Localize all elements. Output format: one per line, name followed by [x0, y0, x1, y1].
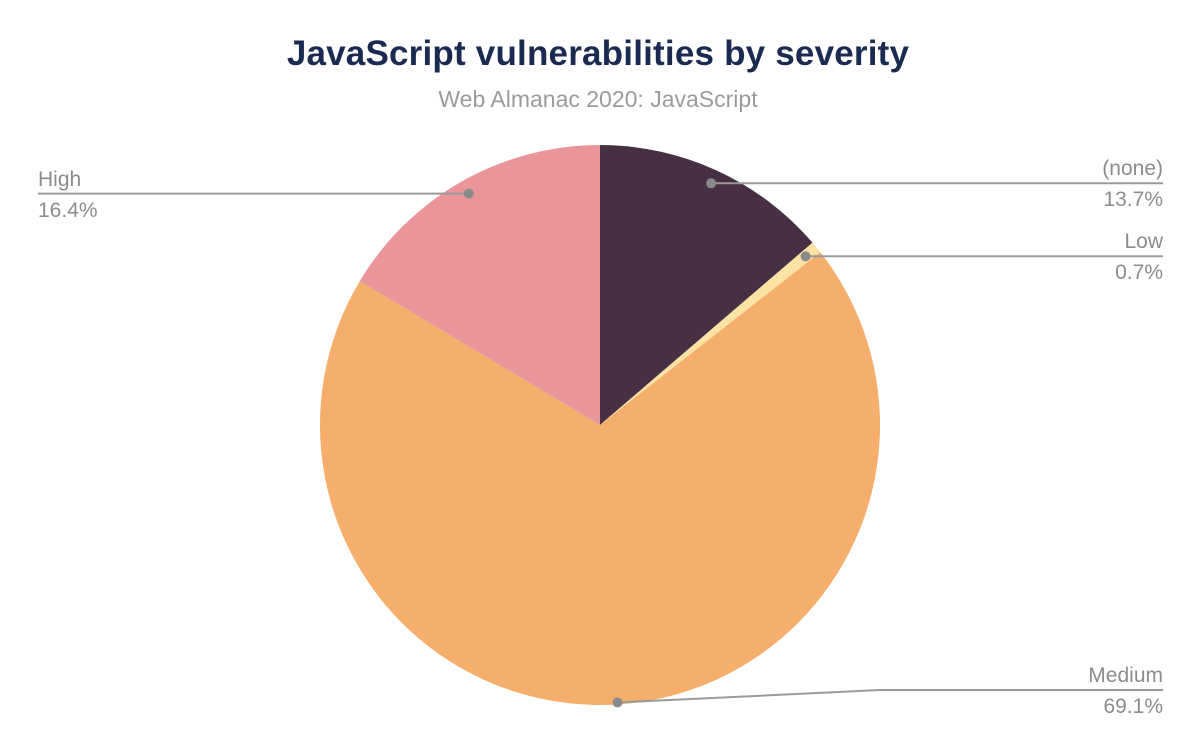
- pie-label-name: Low: [1124, 230, 1163, 253]
- leader-line-medium: [617, 689, 1163, 704]
- pie-label-medium: Medium 69.1%: [1088, 663, 1163, 720]
- pie-label-name: Medium: [1088, 664, 1163, 687]
- leader-dot-medium: [612, 697, 623, 708]
- chart-title: JavaScript vulnerabilities by severity: [286, 34, 910, 73]
- pie-label-value: 13.7%: [1103, 188, 1163, 211]
- leader-dot-high: [463, 188, 474, 199]
- pie-slice-medium[interactable]: [319, 252, 880, 705]
- pie-slice-low[interactable]: [600, 242, 821, 425]
- pie-label-name: High: [38, 168, 82, 191]
- pie-label-name: (none): [1102, 157, 1163, 180]
- chart-subtitle: Web Almanac 2020: JavaScript: [438, 86, 758, 112]
- leader-dot-none: [706, 178, 717, 189]
- leader-dot-low: [800, 251, 811, 262]
- pie-label-value: 16.4%: [38, 199, 98, 222]
- pie-label-low: Low 0.7%: [1115, 229, 1163, 286]
- pie-label-value: 69.1%: [1103, 695, 1163, 718]
- pie-slice-high[interactable]: [359, 144, 600, 425]
- pie-label-value: 0.7%: [1115, 261, 1163, 284]
- pie-label-high: High 16.4%: [38, 167, 98, 224]
- pie-slice-none[interactable]: [600, 145, 813, 425]
- pie-label-none: (none) 13.7%: [1102, 156, 1163, 213]
